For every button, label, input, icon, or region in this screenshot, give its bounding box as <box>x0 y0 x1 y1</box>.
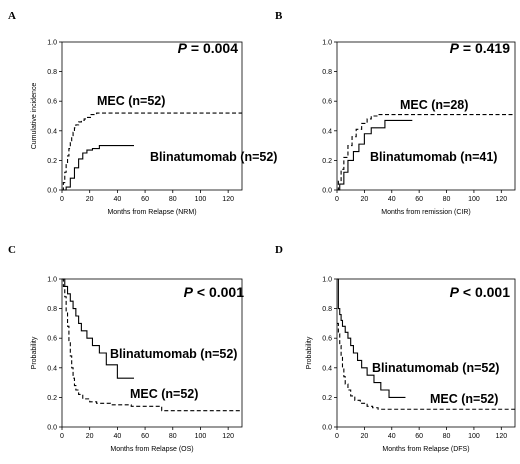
plot-frame <box>61 41 243 191</box>
y-tick-label: 1.0 <box>47 277 57 284</box>
y-axis-title: Probability <box>306 336 313 369</box>
y-tick-label: 0.8 <box>322 69 332 76</box>
x-tick-label: 60 <box>141 196 149 203</box>
x-tick-label: 80 <box>443 433 451 440</box>
x-tick-label: 80 <box>169 196 177 203</box>
y-tick-label: 0.8 <box>47 69 57 76</box>
x-tick-label: 120 <box>495 433 507 440</box>
y-tick-label: 0.2 <box>47 158 57 165</box>
y-tick-label: 0.0 <box>47 425 57 432</box>
x-tick-label: 100 <box>195 196 207 203</box>
p-value: P < 0.001 <box>450 284 511 300</box>
y-tick-label: 0.8 <box>322 306 332 313</box>
p-value: P < 0.001 <box>184 284 245 300</box>
x-tick-label: 40 <box>388 196 396 203</box>
y-tick-label: 0.0 <box>47 188 57 195</box>
plot-frame <box>61 278 243 428</box>
series-label-mec: MEC (n=52) <box>430 392 498 406</box>
x-axis-title: Months from Relapse (NRM) <box>107 209 196 216</box>
series-line-mec <box>337 322 515 410</box>
y-tick-label: 0.2 <box>47 395 57 402</box>
y-tick-label: 1.0 <box>322 40 332 47</box>
series-line-blinatumomab <box>337 278 406 398</box>
series-line-mec <box>62 112 242 191</box>
x-axis-title: Months from Relapse (OS) <box>110 446 193 453</box>
panel-c: C 0.0 0.2 0.4 0.6 0.8 1.0 0 20 40 60 80 100 120 Months… <box>8 244 244 453</box>
y-axis-title: Cumulative incidence <box>31 83 38 150</box>
y-tick-label: 0.8 <box>47 306 57 313</box>
series-label-mec: MEC (n=52) <box>130 387 198 401</box>
x-tick-label: 60 <box>141 433 149 440</box>
y-tick-label: 1.0 <box>322 277 332 284</box>
x-tick-label: 40 <box>113 196 121 203</box>
y-tick-label: 0.2 <box>322 158 332 165</box>
y-tick-label: 0.4 <box>47 128 57 135</box>
series-line-mec <box>337 113 515 191</box>
y-axis-title: Probability <box>31 336 38 369</box>
y-tick-label: 0.4 <box>322 128 332 135</box>
series-label-blinatumomab: Blinatumomab (n=41) <box>370 150 497 164</box>
x-tick-label: 20 <box>360 196 368 203</box>
panel-letter: C <box>8 244 16 256</box>
panel-letter: A <box>8 10 16 22</box>
plot-frame <box>336 278 516 428</box>
x-tick-label: 100 <box>468 196 480 203</box>
x-tick-label: 0 <box>335 196 339 203</box>
series-label-mec: MEC (n=28) <box>400 98 468 112</box>
series-line-mec <box>62 278 242 412</box>
series-line-blinatumomab <box>62 278 134 379</box>
x-tick-label: 0 <box>335 433 339 440</box>
p-value: P = 0.419 <box>450 40 511 56</box>
x-axis-title: Months from Relapse (DFS) <box>382 446 469 453</box>
series-line-blinatumomab <box>62 145 134 191</box>
panel-letter: D <box>275 244 283 256</box>
x-tick-label: 60 <box>415 433 423 440</box>
y-tick-label: 0.2 <box>322 395 332 402</box>
series-label-mec: MEC (n=52) <box>97 94 165 108</box>
x-tick-label: 80 <box>443 196 451 203</box>
y-tick-label: 0.6 <box>47 336 57 343</box>
y-tick-label: 0.6 <box>47 99 57 106</box>
x-tick-label: 120 <box>222 433 234 440</box>
x-tick-label: 20 <box>360 433 368 440</box>
y-tick-label: 0.6 <box>322 99 332 106</box>
series-label-blinatumomab: Blinatumomab (n=52) <box>110 347 237 361</box>
x-tick-label: 0 <box>60 433 64 440</box>
panel-b: B 0.0 0.2 0.4 0.6 0.8 1.0 0 20 40 60 80 100 120 Months… <box>275 10 516 216</box>
p-value: P = 0.004 <box>178 40 239 56</box>
panel-a: A 0.0 0.2 0.4 0.6 0.8 1.0 0 20 40 60 80 100 120 Months… <box>8 10 277 216</box>
x-tick-label: 20 <box>86 196 94 203</box>
plot-frame <box>336 41 516 191</box>
x-axis-title: Months from remission (CIR) <box>381 209 470 216</box>
y-tick-label: 0.0 <box>322 188 332 195</box>
y-tick-label: 0.4 <box>322 365 332 372</box>
x-tick-label: 100 <box>195 433 207 440</box>
x-tick-label: 60 <box>415 196 423 203</box>
panel-letter: B <box>275 10 283 22</box>
y-tick-label: 0.0 <box>322 425 332 432</box>
y-tick-label: 0.4 <box>47 365 57 372</box>
y-tick-label: 1.0 <box>47 40 57 47</box>
series-line-blinatumomab <box>337 119 413 191</box>
panel-d: D 0.0 0.2 0.4 0.6 0.8 1.0 0 20 40 60 80 100 120 Months… <box>275 244 516 453</box>
x-tick-label: 0 <box>60 196 64 203</box>
x-tick-label: 120 <box>495 196 507 203</box>
x-tick-label: 100 <box>468 433 480 440</box>
y-tick-label: 0.6 <box>322 336 332 343</box>
x-tick-label: 20 <box>86 433 94 440</box>
x-tick-label: 80 <box>169 433 177 440</box>
x-tick-label: 40 <box>113 433 121 440</box>
series-label-blinatumomab: Blinatumomab (n=52) <box>372 361 499 375</box>
x-tick-label: 120 <box>222 196 234 203</box>
series-label-blinatumomab: Blinatumomab (n=52) <box>150 150 277 164</box>
x-tick-label: 40 <box>388 433 396 440</box>
